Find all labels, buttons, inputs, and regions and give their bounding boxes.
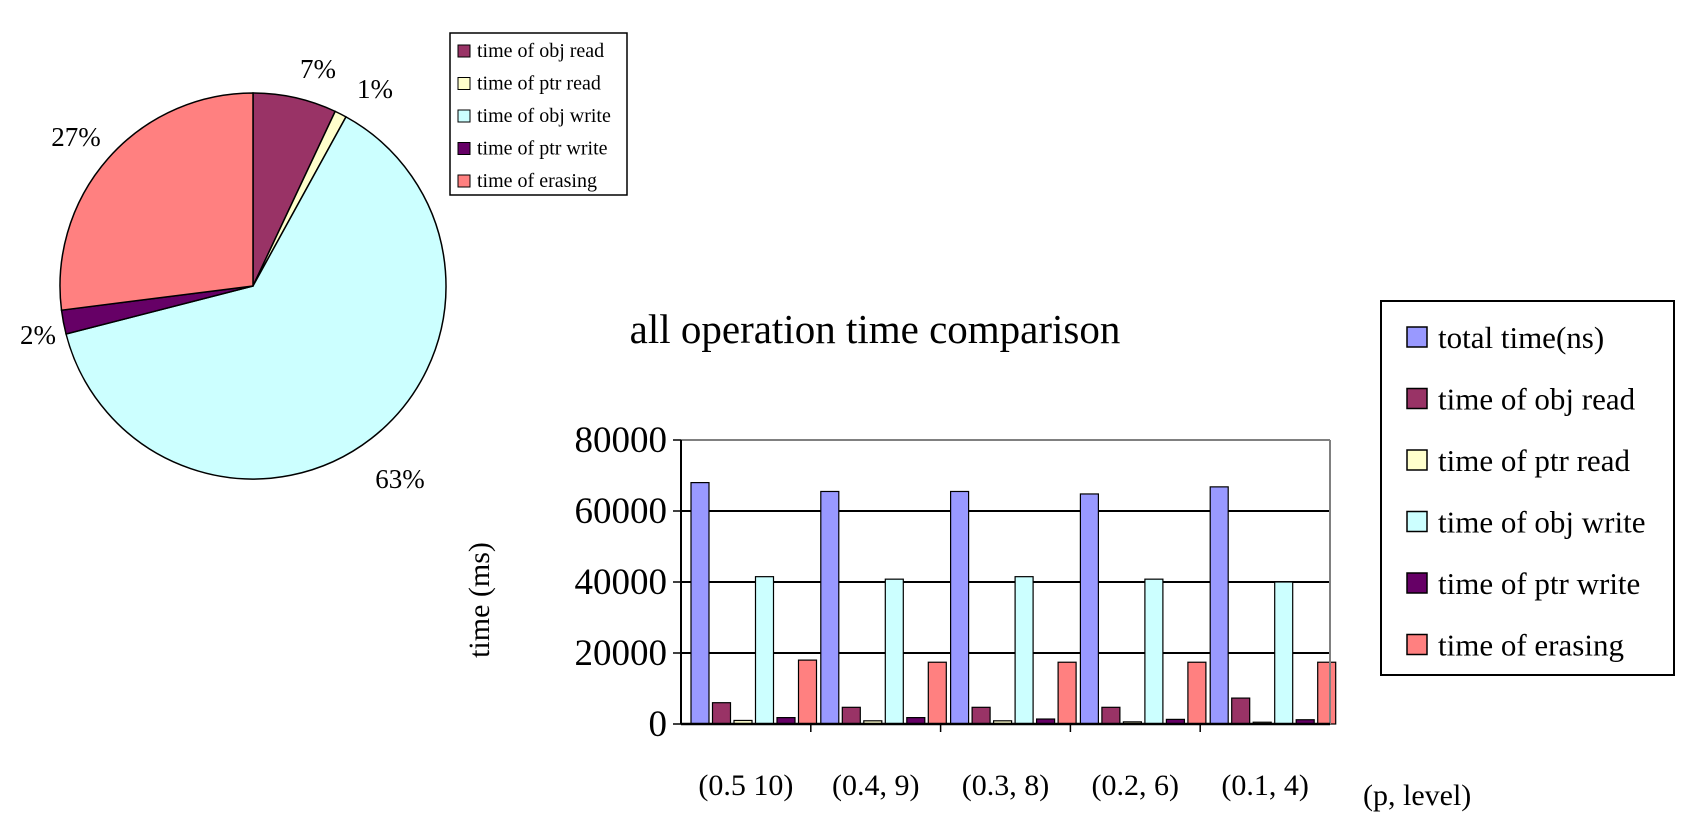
bar-total-time-ns--1 [820, 490, 840, 725]
bar-time-of-obj-write-0 [754, 576, 775, 725]
pie-legend-label: time of obj write [477, 105, 611, 127]
bar-series-group [690, 482, 1337, 725]
bar-time-of-obj-read-3 [1101, 706, 1121, 725]
bar-total-time-ns--3 [1079, 493, 1100, 725]
bar-x-tick-label: (0.1, 4) [1221, 769, 1308, 802]
bar-chart-title: all operation time comparison [630, 306, 1121, 352]
pie-legend-label: time of ptr read [477, 73, 601, 95]
bar-legend-box [1380, 300, 1675, 676]
bar-total-time-ns--2 [949, 490, 970, 725]
pie-legend-swatch [457, 109, 471, 123]
bar-time-of-erasing-4 [1317, 661, 1337, 725]
pie-legend-swatch [457, 142, 471, 155]
bar-time-of-obj-write-3 [1144, 578, 1164, 725]
pie-legend-swatch [457, 77, 471, 90]
bar-legend-swatch [1406, 387, 1428, 410]
bar-legend-label: time of ptr read [1438, 443, 1630, 478]
pie-slice-time-of-erasing [59, 92, 254, 312]
bar-y-tick-label: 80000 [575, 420, 668, 461]
bar-legend: total time(ns) time of obj read time of pt… [1380, 300, 1675, 676]
bar-y-axis-label: time (ms) [463, 542, 496, 658]
bar-legend-label: time of ptr write [1438, 566, 1640, 601]
pie-legend: time of obj read time of ptr read time of … [449, 32, 628, 196]
bar-time-of-obj-write-4 [1274, 581, 1294, 725]
pie-slice-percent-label: 27% [51, 122, 101, 152]
pie-slice-percent-label: 1% [357, 74, 393, 104]
pie-percent-labels: 7% 1% 63% 2% 27% [20, 54, 425, 494]
bar-time-of-erasing-1 [927, 661, 947, 725]
bar-time-of-erasing-3 [1187, 661, 1207, 725]
pie-slice-percent-label: 2% [20, 320, 56, 350]
bar-y-tick-label: 20000 [575, 633, 668, 674]
bar-legend-swatch [1406, 572, 1428, 594]
bar-legend-label: time of obj read [1438, 382, 1636, 417]
pie-legend-label: time of obj read [477, 40, 604, 62]
pie-slice-percent-label: 7% [300, 54, 336, 84]
bar-y-tick-label: 0 [649, 704, 668, 745]
bar-time-of-obj-read-4 [1231, 697, 1251, 725]
bar-time-of-obj-read-1 [841, 706, 861, 725]
bar-x-tick-label: (0.4, 9) [832, 769, 919, 802]
pie-chart [59, 92, 447, 480]
bar-y-tick-labels: 0 20000 40000 60000 80000 [575, 420, 668, 745]
bar-time-of-obj-write-1 [884, 578, 904, 725]
bar-time-of-obj-read-0 [711, 702, 732, 725]
bar-x-tick-label: (0.3, 8) [962, 769, 1049, 802]
bar-legend-swatch [1406, 326, 1428, 348]
pie-legend-swatch [457, 174, 471, 188]
bar-legend-label: time of obj write [1438, 505, 1645, 540]
pie-legend-swatch [457, 44, 471, 58]
bar-legend-label: time of erasing [1438, 628, 1624, 663]
bar-total-time-ns--4 [1209, 486, 1229, 725]
bar-y-tick-label: 40000 [575, 562, 668, 603]
bar-x-tick-labels: (0.5 10) (0.4, 9) (0.3, 8) (0.2, 6) (0.1, 4) [698, 769, 1308, 802]
bar-legend-swatch [1406, 633, 1428, 656]
pie-slice-percent-label: 63% [375, 464, 425, 494]
bar-time-of-obj-write-2 [1014, 576, 1034, 725]
bar-axes [680, 439, 1331, 732]
bar-time-of-erasing-0 [797, 659, 818, 725]
bar-time-of-obj-read-2 [971, 706, 991, 725]
bar-legend-label: total time(ns) [1438, 320, 1604, 355]
pie-slice-time-of-obj-write [65, 115, 447, 480]
pie-legend-label: time of erasing [477, 170, 597, 192]
bar-time-of-erasing-2 [1057, 661, 1077, 725]
bar-legend-swatch [1406, 510, 1428, 533]
bar-legend-swatch [1406, 449, 1428, 471]
pie-legend-box [449, 32, 628, 196]
bar-x-axis-label: (p, level) [1363, 779, 1471, 812]
bar-y-tick-label: 60000 [575, 491, 668, 532]
bar-x-tick-label: (0.2, 6) [1092, 769, 1179, 802]
pie-legend-label: time of ptr write [477, 138, 608, 160]
bar-x-tick-label: (0.5 10) [698, 769, 793, 802]
bar-total-time-ns--0 [690, 482, 710, 725]
